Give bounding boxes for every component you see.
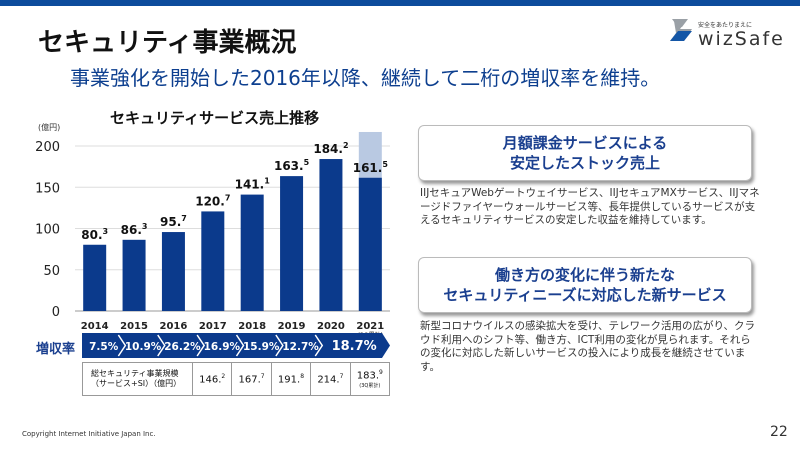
chevron-divider-icon (275, 334, 284, 357)
sales-bar-chart: 0 50 100 150 200 80.3 2014 86.3 2015 95.7 2016 120.… (35, 131, 390, 339)
page-title: セキュリティ事業概況 (38, 28, 297, 58)
data-label-2020: 184.2 (313, 141, 348, 156)
x-tick-label: 2016 (160, 321, 188, 332)
y-tick-label: 50 (43, 264, 60, 279)
x-tick-label: 2015 (120, 321, 148, 332)
chevron-divider-icon (157, 334, 166, 357)
total-security-scale-table: 総セキュリティ事業規模 （サービス+SI）（億円） 146.2 167.7 191… (82, 362, 391, 396)
bar-2015 (122, 239, 146, 311)
growth-rate-arrows: 7.5% 10.9% 26.2% 16.9% 15.9% 12.7% 18.7% (82, 333, 390, 358)
bar-2018 (240, 194, 264, 311)
wizsafe-logo: 安全をあたりまえに wizSafe (668, 15, 793, 51)
x-tick-label: 2018 (238, 321, 266, 332)
data-label-2018: 141.1 (235, 177, 271, 192)
bar-2017 (201, 211, 225, 311)
bar-2021 (358, 177, 382, 311)
bar-2020 (319, 159, 343, 311)
new-service-description: 新型コロナウイルスの感染拡大を受け、テレワーク活用の広がり、クラウド利用へのシフ… (420, 320, 756, 373)
data-label-2017: 120.7 (195, 193, 230, 208)
growth-rate-value: 15.9% (243, 341, 280, 353)
logo-tagline: 安全をあたりまえに (698, 22, 753, 29)
callout-line: 安定したストック売上 (509, 154, 660, 172)
data-label-2015: 86.3 (121, 222, 148, 237)
callout-line: セキュリティニーズに対応した新サービス (443, 286, 727, 304)
data-label-2016: 95.7 (160, 214, 187, 229)
growth-arrow-band (82, 333, 390, 358)
bar-2016 (161, 232, 185, 311)
data-label-2014: 80.3 (81, 227, 108, 242)
x-tick-label: 2017 (199, 321, 227, 332)
new-service-callout: 働き方の変化に伴う新たな セキュリティニーズに対応した新サービス (418, 257, 752, 313)
stock-revenue-description: IIJセキュアWebゲートウェイサービス、IIJセキュアMXサービス、IIJマネ… (420, 187, 760, 226)
x-tick-label: 2019 (278, 321, 306, 332)
growth-rate-label: 増収率 (36, 342, 76, 357)
growth-rate-value: 7.5% (89, 341, 119, 353)
logo-name: wizSafe (698, 28, 785, 50)
y-tick-label: 100 (35, 223, 60, 238)
bar-2014 (83, 244, 107, 311)
scale-value-2017: 146.2 (191, 362, 233, 396)
growth-rate-value: 12.7% (282, 341, 319, 353)
callout-line: 月額課金サービスによる (502, 134, 668, 152)
callout-line: 働き方の変化に伴う新たな (494, 266, 675, 284)
chevron-divider-icon (314, 334, 324, 357)
chevron-divider-icon (235, 334, 245, 357)
scale-value-2021: 183.9 (3Q累計) (349, 362, 391, 396)
data-label-2019: 163.5 (274, 158, 310, 173)
x-tick-label: 2014 (81, 321, 109, 332)
scale-label: 総セキュリティ事業規模 （サービス+SI）（億円） (82, 362, 193, 396)
growth-rate-value: 10.9% (125, 341, 162, 353)
scale-value-2018: 167.7 (231, 362, 272, 396)
scale-value-2019: 191.8 (270, 362, 312, 396)
y-tick-label: 0 (52, 305, 60, 320)
x-tick-label: 2021 (356, 321, 384, 332)
data-label-2021: 161.5 (353, 160, 389, 175)
wizsafe-chevron-icon (670, 19, 692, 41)
chevron-divider-icon (117, 334, 127, 357)
top-accent-bar (0, 0, 800, 6)
y-axis-unit: (億円) (38, 123, 61, 132)
growth-rate-value: 26.2% (164, 341, 201, 353)
stock-revenue-callout: 月額課金サービスによる 安定したストック売上 (418, 125, 752, 181)
scale-value-2020: 214.7 (310, 362, 351, 396)
copyright: Copyright Internet Initiative Japan Inc. (22, 430, 156, 438)
y-tick-label: 150 (35, 181, 60, 196)
chart-title: セキュリティサービス売上推移 (110, 109, 320, 127)
growth-rate-value: 18.7% (332, 339, 377, 354)
y-tick-label: 200 (35, 140, 60, 155)
bar-2019 (280, 176, 304, 311)
chevron-divider-icon (196, 334, 206, 357)
x-tick-label: 2020 (317, 321, 345, 332)
page-number: 22 (770, 424, 788, 440)
growth-rate-value: 16.9% (204, 341, 241, 353)
page-subtitle: 事業強化を開始した2016年以降、継続して二桁の増収率を維持。 (70, 66, 661, 90)
